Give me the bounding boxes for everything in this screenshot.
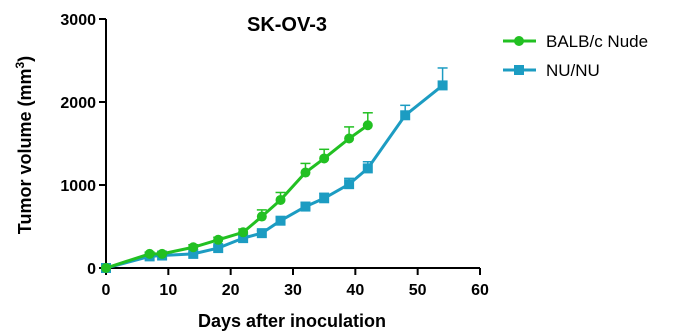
legend-marker [514, 65, 524, 75]
y-tick-label: 0 [87, 261, 96, 278]
data-point [362, 163, 373, 174]
plot-area [101, 67, 448, 273]
data-point [319, 153, 330, 164]
y-tick-label: 1000 [60, 178, 96, 195]
x-tick-label: 10 [159, 282, 177, 299]
legend-item: NU/NU [503, 61, 600, 80]
axes: 0 1000 2000 3000 0 10 20 30 40 50 60 [60, 12, 489, 299]
y-axis-label-superscript: 3 [13, 62, 27, 69]
legend-item: BALB/c Nude [503, 32, 648, 51]
series-line [105, 84, 444, 270]
data-point [256, 211, 267, 222]
x-tick-label: 20 [222, 282, 240, 299]
x-tick-label: 30 [284, 282, 302, 299]
data-point [319, 193, 330, 204]
series-balb-c-nude [101, 112, 373, 273]
x-tick-label: 60 [471, 282, 489, 299]
y-axis-label: Tumor volume (mm3) [13, 56, 35, 234]
data-point [362, 120, 373, 131]
y-axis-label-end: ) [15, 56, 35, 62]
legend: BALB/c Nude NU/NU [503, 32, 648, 80]
data-point [344, 133, 355, 144]
data-point [157, 248, 168, 259]
data-point [188, 242, 199, 253]
data-point [188, 248, 199, 259]
data-point [400, 110, 411, 121]
data-point [344, 179, 355, 190]
svg-text:Tumor volume (mm3): Tumor volume (mm3) [13, 56, 35, 234]
data-point [256, 228, 267, 239]
data-point [300, 201, 311, 212]
y-tick-label: 2000 [60, 95, 96, 112]
data-point [213, 243, 224, 254]
data-point [275, 194, 286, 205]
y-tick-label: 3000 [60, 12, 96, 29]
x-axis-label: Days after inoculation [198, 311, 386, 331]
series-nu-nu [101, 67, 448, 273]
data-point [213, 234, 224, 245]
data-point [437, 80, 448, 91]
data-point [300, 167, 311, 178]
data-point [238, 233, 249, 244]
data-point [101, 263, 111, 273]
x-tick-label: 0 [102, 282, 111, 299]
data-point [238, 227, 249, 238]
chart-title: SK-OV-3 [247, 14, 327, 36]
legend-label: BALB/c Nude [546, 32, 648, 51]
x-tick-label: 40 [346, 282, 364, 299]
data-point [144, 248, 155, 259]
y-axis-label-text: Tumor volume (mm [15, 69, 35, 235]
x-tick-label: 50 [409, 282, 427, 299]
data-point [275, 215, 286, 226]
legend-label: NU/NU [546, 61, 600, 80]
legend-marker [514, 36, 524, 46]
